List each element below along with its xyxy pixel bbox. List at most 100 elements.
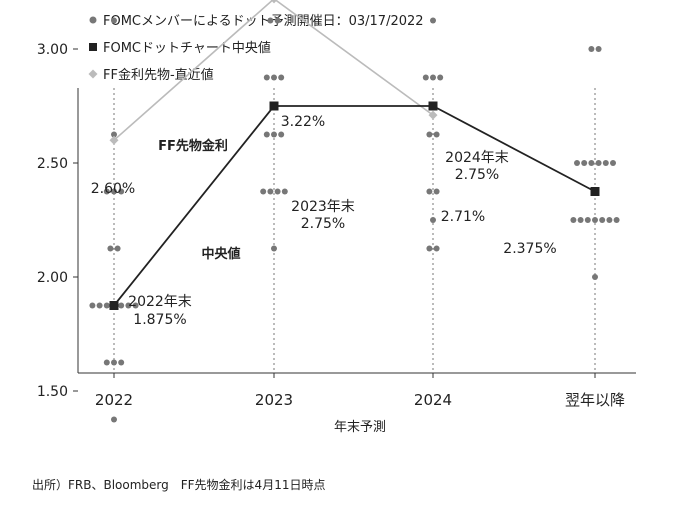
fomc-dot [433,245,440,252]
legend-marker-square [89,43,97,51]
fomc-dot [103,188,110,195]
annotation-line: 2.60% [91,181,135,197]
fomc-dot [271,74,277,81]
fomc-dot [281,188,288,195]
fomc-dot [430,74,436,81]
fomc-dot [271,245,277,252]
y-tick-label: 2.00 [37,270,68,286]
y-tick-label: 2.50 [37,156,68,172]
annotation-median-long: 2.375% [503,241,556,257]
fomc-dot [111,188,117,195]
legend-marker-dot [89,16,97,24]
fomc-dot [592,274,598,280]
annotation-line: 1.875% [133,312,186,328]
fomc-dot [274,17,281,24]
series-label-futures: FF先物金利 [158,138,228,154]
futures-point [428,110,438,120]
legend-label-median: FOMCドットチャート中央値 [103,40,271,56]
fomc-dot [599,217,606,223]
fomc-dot [111,416,117,423]
fomc-dot [602,160,609,166]
series-lines [109,0,600,310]
series-label-median: 中央値 [201,246,240,262]
fomc-dot [118,359,125,366]
x-tick-label: 翌年以降 [565,391,625,409]
annotation-line: 2024年末 [445,150,509,166]
fomc-dot [260,188,267,195]
annotation-line: 3.22% [281,114,325,130]
fomc-dot [271,131,277,138]
fomc-dot [610,160,616,166]
fomc-dot [118,188,125,195]
fomc-dot [103,302,110,309]
fomc-dot [267,188,274,195]
annotations: 2022年末 1.875%2023年末 2.75%2024年末 2.75%2.375%… [91,114,557,328]
fomc-dot [592,217,598,223]
fomc-dot [132,302,139,309]
x-tick-label: 2023 [255,391,293,409]
annotation-futures-2023: 3.22% [281,114,325,130]
annotation-median-2023: 2023年末 2.75% [291,199,355,232]
fomc-dot [588,160,595,166]
fomc-dot [111,17,117,24]
fomc-dot [422,74,429,81]
annotation-median-2024: 2024年末 2.75% [445,150,509,183]
annotation-futures-2022: 2.60% [91,181,135,197]
futures-point [109,135,119,145]
fomc-dot [114,245,121,252]
fomc-dot [111,359,117,366]
axes: 1.502.002.503.003.50202220232024翌年以降年末予測 [37,42,636,435]
fomc-dot [118,302,125,309]
fomc-dot [430,217,436,223]
fomc-dot [89,302,96,309]
fomc-dot [577,217,584,223]
futures-line [113,0,434,141]
fomc-dot [125,302,132,309]
legend-marker-diamond [88,69,98,79]
fomc-dot [433,188,440,195]
median-point [590,187,600,196]
fomc-dot [437,74,444,81]
fomc-dot [574,160,580,166]
fomc-dot [584,217,591,223]
source-note: 出所）FRB、Bloomberg FF先物金利は4月11日時点 [32,478,326,492]
fomc-dot [433,131,440,138]
legend-label-futures: FF金利先物-直近値 [103,67,214,83]
median-point [269,101,279,111]
annotation-line: 2.75% [455,167,499,183]
legend-label-dots: FOMCメンバーによるドット予測開催日：03/17/2022 [103,14,424,29]
median-point [428,101,438,111]
annotation-line: 2.375% [503,241,556,257]
median-line [113,105,596,307]
annotation-line: 2023年末 [291,199,355,215]
fomc-dot [581,160,588,166]
fomc-dot [96,302,103,309]
fomc-dot [263,131,270,138]
annotation-median-2022: 2022年末 1.875% [128,294,192,328]
fomc-dot [606,217,613,223]
x-tick-label: 2024 [414,391,452,409]
annotation-line: 2022年末 [128,294,192,310]
fomc-dot [570,217,577,223]
fomc-dot [426,188,433,195]
fomc-dot [107,245,114,252]
median-point [109,301,119,310]
fomc-dot [595,46,602,52]
fomc-dot [103,359,110,366]
fomc-dot [588,46,595,52]
futures-point [270,0,278,4]
fomc-dot [278,131,285,138]
fomc-dot [613,217,620,223]
x-axis-title: 年末予測 [334,420,386,435]
fomc-dot [263,74,270,81]
fomc-dot [267,17,274,24]
fomc-dot [595,160,602,166]
fomc-dot [274,188,281,195]
annotation-futures-2024: 2.71% [441,209,485,225]
legend: FOMCメンバーによるドット予測開催日：03/17/2022 FOMCドットチャー… [88,14,424,83]
fomc-dot [430,17,436,24]
fomc-dot [426,245,433,252]
fomc-dot [111,131,117,138]
